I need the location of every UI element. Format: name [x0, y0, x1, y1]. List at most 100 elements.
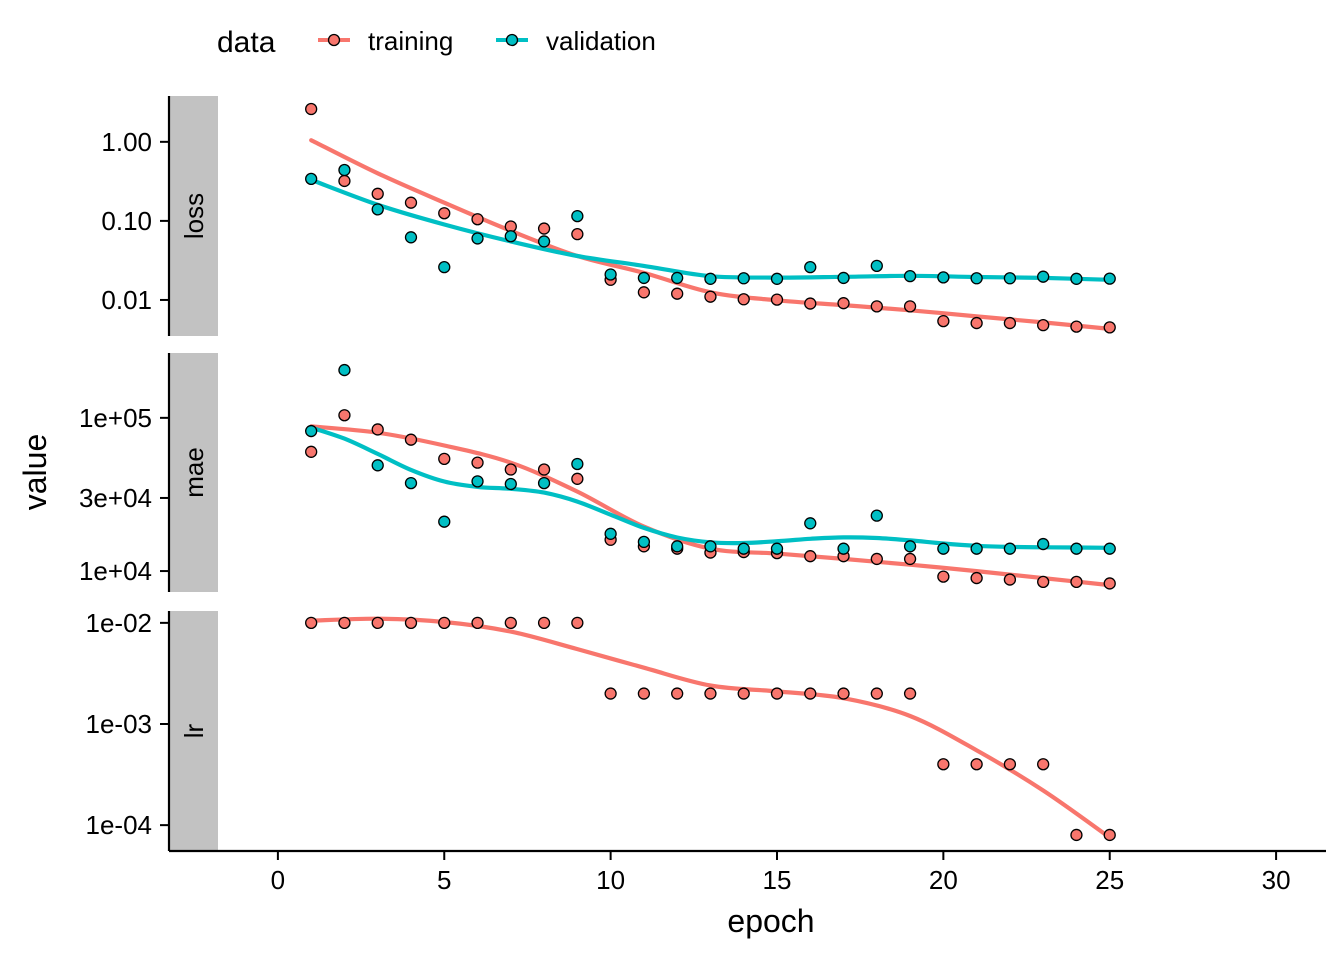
point-lr-training-14	[737, 687, 750, 700]
point-loss-validation-4	[404, 231, 418, 244]
point-loss-validation-9	[571, 209, 584, 223]
point-loss-training-8	[537, 222, 551, 235]
point-mae-training-3	[371, 423, 384, 436]
legend-label-training: training	[368, 26, 453, 56]
y-tick-label-lr-1: 1e-03	[86, 709, 153, 739]
point-lr-training-23	[1037, 758, 1050, 771]
point-loss-training-5	[438, 207, 451, 220]
y-tick-label-lr-2: 1e-04	[86, 810, 153, 840]
point-lr-training-18	[870, 687, 883, 700]
point-loss-training-21	[970, 316, 983, 330]
point-mae-validation-11	[637, 535, 651, 549]
point-mae-validation-15	[770, 542, 784, 555]
point-mae-validation-9	[571, 457, 584, 471]
legend-label-validation: validation	[546, 26, 656, 56]
point-mae-training-6	[471, 456, 484, 469]
series-line-mae-training	[309, 424, 1112, 588]
point-mae-training-5	[438, 452, 451, 465]
x-axis: 0 5 10 15 20 25 30	[169, 849, 1326, 895]
point-mae-training-8	[537, 463, 551, 476]
point-mae-training-22	[1003, 573, 1017, 586]
point-lr-training-19	[903, 687, 917, 700]
point-lr-training-8	[537, 616, 551, 630]
point-lr-training-16	[804, 687, 817, 700]
point-loss-training-6	[471, 213, 484, 226]
point-lr-training-20	[937, 758, 950, 771]
point-mae-validation-7	[504, 477, 517, 491]
y-tick-label-loss-2: 0.01	[101, 285, 152, 315]
point-loss-validation-15	[770, 272, 784, 285]
point-lr-training-9	[571, 616, 584, 630]
point-loss-validation-11	[637, 271, 651, 285]
point-mae-validation-14	[737, 542, 750, 555]
strip-loss	[169, 96, 218, 336]
point-loss-validation-1	[305, 172, 318, 186]
y-tick-label-mae-0: 1e+05	[79, 403, 152, 433]
point-lr-training-3	[371, 616, 384, 630]
y-tick-label-mae-1: 3e+04	[79, 483, 152, 513]
point-loss-validation-2	[338, 163, 351, 177]
point-lr-training-10	[604, 687, 617, 700]
point-lr-training-7	[504, 616, 517, 630]
point-lr-training-6	[471, 616, 484, 630]
point-mae-training-4	[404, 433, 418, 446]
point-mae-training-1	[305, 445, 318, 458]
y-tick-label-lr-0: 1e-02	[86, 608, 153, 638]
point-loss-training-22	[1003, 316, 1017, 330]
y-tick-label-loss-1: 0.10	[101, 206, 152, 236]
point-lr-training-1	[305, 616, 318, 630]
point-loss-validation-22	[1003, 272, 1017, 285]
panel-mae: mae 1e+05 3e+04 1e+04	[79, 353, 1116, 592]
point-mae-training-7	[504, 463, 517, 476]
point-loss-training-12	[671, 287, 684, 300]
point-lr-training-5	[438, 616, 451, 630]
legend-key-point-validation	[505, 33, 519, 47]
point-loss-training-19	[903, 300, 917, 313]
point-mae-training-24	[1070, 575, 1083, 589]
point-loss-training-18	[870, 300, 883, 313]
x-tick-label-15: 15	[763, 865, 792, 895]
x-tick-label-25: 25	[1095, 865, 1124, 895]
legend-key-point-training	[327, 33, 341, 47]
strip-lr	[169, 611, 218, 851]
point-loss-validation-16	[804, 260, 817, 274]
y-tick-label-loss-0: 1.00	[101, 127, 152, 157]
point-loss-validation-12	[671, 271, 684, 285]
point-mae-validation-18	[870, 509, 883, 522]
point-loss-validation-23	[1037, 270, 1050, 283]
point-lr-training-21	[970, 758, 983, 771]
point-mae-training-18	[870, 552, 883, 566]
point-mae-validation-8	[537, 476, 551, 490]
point-loss-validation-18	[870, 259, 883, 273]
point-mae-validation-6	[471, 475, 484, 488]
point-mae-training-16	[804, 550, 817, 563]
point-mae-training-2	[338, 409, 351, 422]
point-lr-training-24	[1070, 828, 1083, 842]
point-mae-validation-24	[1070, 542, 1083, 555]
x-axis-title: epoch	[727, 903, 814, 939]
x-tick-label-30: 30	[1262, 865, 1291, 895]
point-loss-training-25	[1103, 321, 1116, 334]
point-loss-training-14	[737, 293, 750, 306]
point-loss-validation-8	[537, 235, 551, 248]
point-mae-validation-1	[305, 424, 318, 438]
legend: data training validation	[217, 26, 656, 59]
point-mae-training-19	[903, 552, 917, 566]
point-mae-training-25	[1103, 577, 1116, 590]
legend-title: data	[217, 26, 276, 59]
panel-lr: lr 1e-02 1e-03 1e-04	[86, 608, 1116, 851]
strip-mae	[169, 353, 218, 592]
point-loss-training-13	[704, 290, 717, 303]
point-loss-validation-21	[970, 272, 983, 285]
series-line-mae-validation	[309, 425, 1112, 550]
legend-item-validation: validation	[496, 26, 656, 56]
point-lr-training-12	[671, 687, 684, 700]
point-mae-validation-2	[338, 363, 351, 377]
point-loss-training-20	[937, 314, 950, 328]
point-mae-validation-17	[837, 542, 850, 555]
point-loss-validation-3	[371, 203, 384, 216]
point-loss-training-11	[637, 286, 651, 299]
point-mae-validation-22	[1003, 542, 1017, 555]
point-mae-validation-23	[1037, 537, 1050, 551]
point-loss-training-16	[804, 297, 817, 310]
